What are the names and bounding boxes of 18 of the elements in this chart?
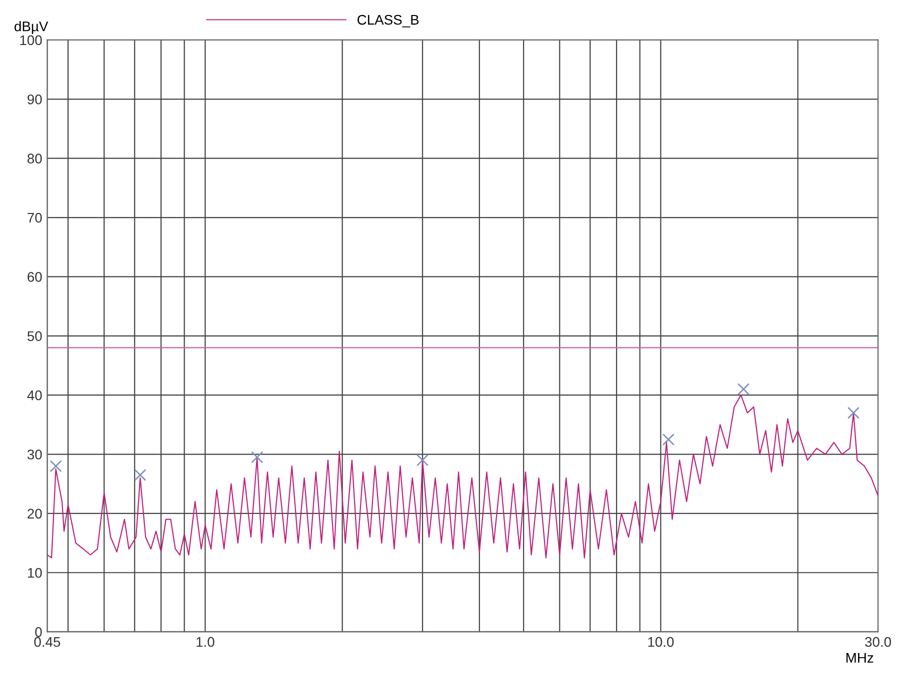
x-tick-label: 10.0 [648, 637, 674, 647]
y-tick-label: 0 [35, 627, 42, 637]
y-axis-title: dBµV [14, 21, 48, 34]
x-tick-label: 30.0 [865, 637, 892, 647]
y-tick-label: 60 [28, 272, 42, 282]
y-tick-label: 80 [28, 154, 42, 164]
y-tick-label: 70 [28, 212, 42, 223]
x-tick-label: 1.0 [196, 637, 214, 647]
y-tick-label: 20 [28, 508, 42, 519]
y-tick-label: 30 [27, 450, 42, 460]
y-tick-label: 90 [28, 94, 42, 104]
x-axis-title: MHz [846, 653, 874, 663]
y-tick-label: 50 [27, 331, 42, 342]
x-tick-label: 0.45 [34, 637, 60, 647]
text: CLASS_B [358, 14, 419, 28]
y-tick-label: 10 [28, 568, 42, 578]
y-tick-label: 100 [20, 35, 42, 46]
y-tick-label: 40 [27, 390, 42, 400]
